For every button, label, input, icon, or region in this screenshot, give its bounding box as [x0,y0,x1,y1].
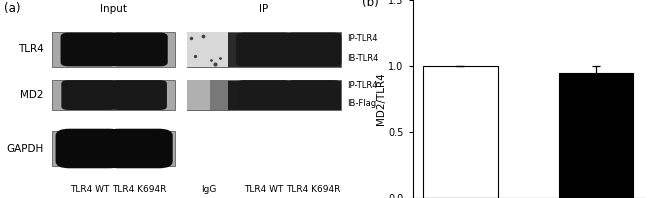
FancyBboxPatch shape [286,33,341,66]
Bar [187,32,341,67]
FancyBboxPatch shape [237,80,291,110]
Text: IgG: IgG [202,185,217,194]
Text: IB-Flag: IB-Flag [347,99,376,109]
FancyBboxPatch shape [287,80,341,110]
Text: IP-TLR4: IP-TLR4 [347,34,378,43]
Text: TLR4 K694R: TLR4 K694R [112,185,166,194]
Bar [187,32,228,67]
Text: Input: Input [99,4,127,14]
Bar [187,80,341,110]
Text: TLR4 WT: TLR4 WT [244,185,283,194]
Text: TLR4 K694R: TLR4 K694R [287,185,341,194]
FancyBboxPatch shape [61,80,117,110]
FancyBboxPatch shape [110,33,168,66]
Text: IP-TLR4: IP-TLR4 [347,81,378,90]
Bar [187,80,228,110]
Text: TLR4 WT: TLR4 WT [70,185,109,194]
Bar [51,32,175,67]
Bar [558,73,633,198]
Y-axis label: MD2/TLR4: MD2/TLR4 [376,73,385,125]
FancyBboxPatch shape [60,33,118,66]
Text: IB-TLR4: IB-TLR4 [347,54,379,63]
Text: TLR4: TLR4 [18,45,44,54]
Text: IP: IP [259,4,268,14]
FancyBboxPatch shape [56,129,123,168]
Bar [51,80,175,110]
Bar [423,66,498,198]
Text: (a): (a) [4,2,20,15]
Bar [187,80,209,110]
FancyBboxPatch shape [236,33,292,66]
Text: GAPDH: GAPDH [6,144,44,153]
Text: (b): (b) [362,0,379,9]
FancyBboxPatch shape [111,80,167,110]
FancyBboxPatch shape [105,129,173,168]
Bar [51,131,175,166]
Text: MD2: MD2 [20,90,44,100]
